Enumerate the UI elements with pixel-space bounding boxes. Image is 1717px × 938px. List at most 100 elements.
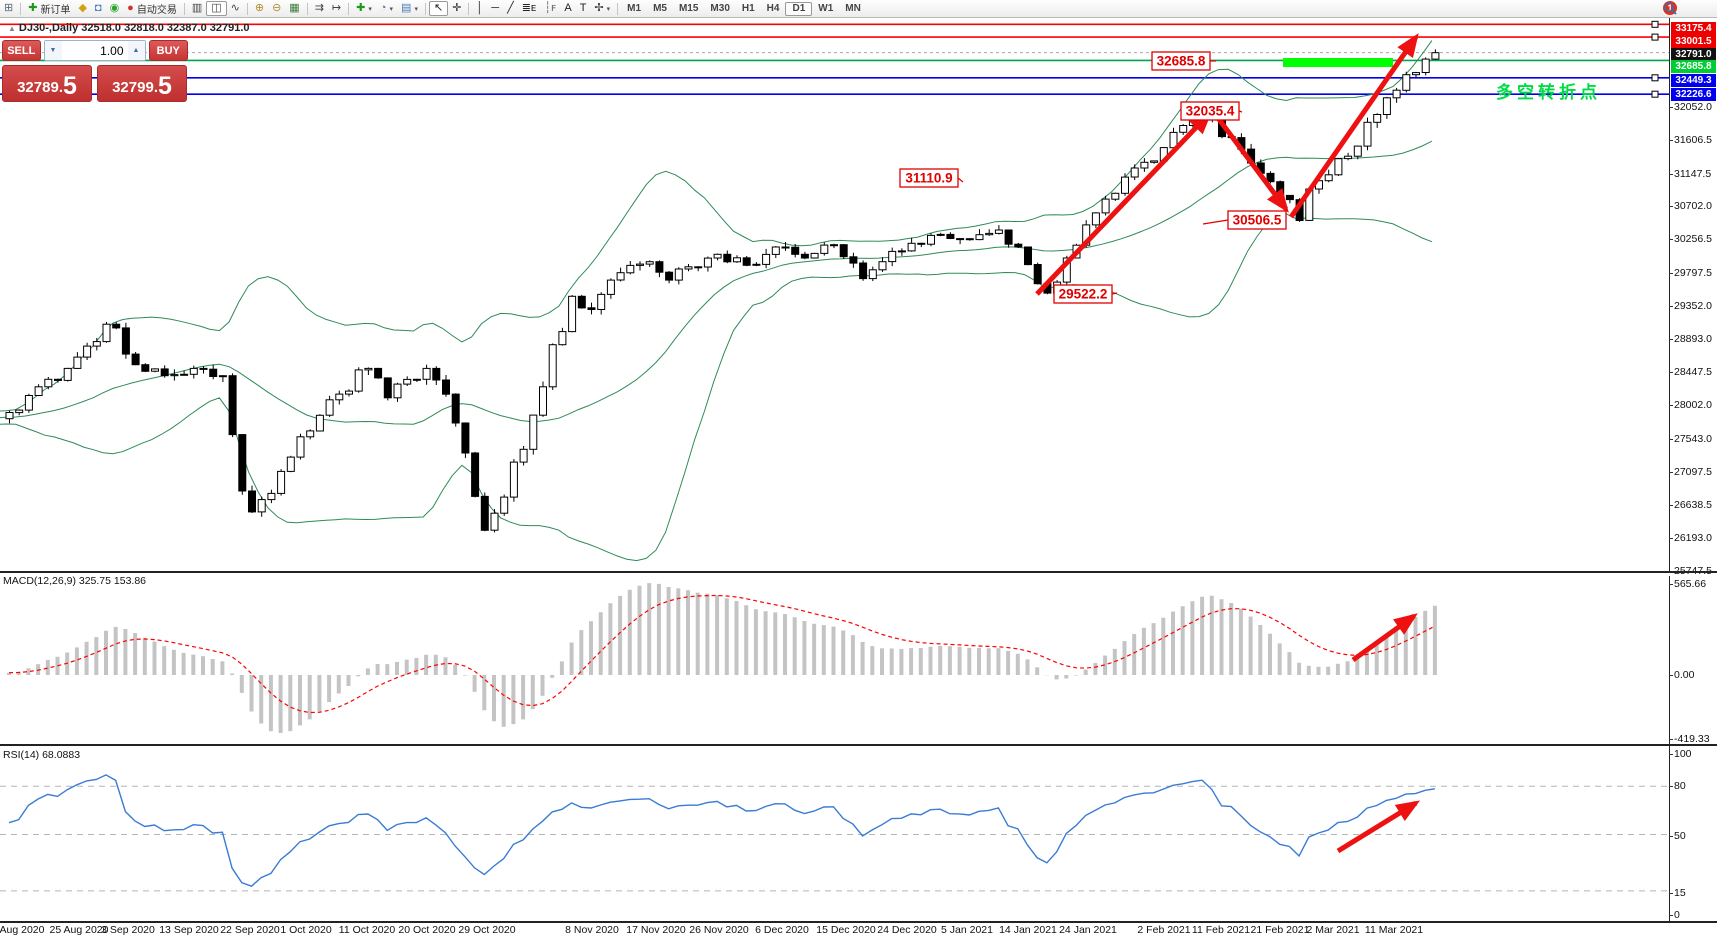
templates-button-caret[interactable]: ▾ [414,5,418,13]
timeframe-button-d1[interactable]: D1 [785,1,813,16]
date-tick: 25 Aug 2020 [49,924,109,936]
macd-axis[interactable]: 565.66 0.00 -419.33 [1668,576,1717,745]
arrows-icon-caret[interactable]: ▾ [606,5,611,13]
text-label-icon: T [579,2,587,14]
candlestick-chart-icon[interactable]: ◫ [206,1,227,16]
fibonacci-icon[interactable]: ≣ᴇ [518,1,541,16]
buy-price-dot: . [153,79,158,96]
swing-down-arrow[interactable] [1209,108,1289,213]
tile-windows-icon[interactable]: ▦ [285,1,303,16]
volume-input[interactable] [61,41,128,60]
price-annotation[interactable]: 29522.2 [1053,284,1118,304]
rsi-trend-arrow[interactable] [1336,800,1421,854]
zoom-out-icon[interactable]: ⊖ [268,1,285,16]
price-annotation[interactable]: 32685.8 [1151,51,1216,71]
price-annotation[interactable]: 32035.4 [1180,101,1243,121]
bar-chart-icon: ▥ [191,2,203,14]
timeframe-button-h1[interactable]: H1 [741,3,755,14]
one-click-trade-panel: SELL ▼ ▲ BUY 32789.5 32799.5 [2,40,188,102]
price-tick: 28893.0 [1669,333,1712,345]
svg-text:30506.5: 30506.5 [1233,213,1282,228]
auto-trading-button-label: 自动交易 [136,5,177,16]
new-order-button-label: 新订单 [40,5,71,16]
timeframe-button-mn[interactable]: MN [845,3,861,14]
timeframe-button-w1[interactable]: W1 [818,3,834,14]
swing-up-arrow[interactable] [1035,110,1213,296]
funds-icon[interactable]: ◆ [74,1,90,16]
price-tick: 31147.5 [1668,168,1712,180]
periods-button-caret[interactable]: ▾ [389,5,394,13]
timeframe-button-m5[interactable]: M5 [653,3,667,14]
bb-middle [0,140,1433,425]
indicators-button[interactable]: ✚ ▾ [352,1,376,16]
price-tick: 26638.5 [1669,499,1712,511]
auto-scroll-icon[interactable]: ⇉ [311,1,328,16]
svg-text:32035.4: 32035.4 [1186,104,1235,119]
periods-button[interactable]: ◔ ▾ [376,1,397,16]
timeframe-button-m30[interactable]: M30 [710,3,730,14]
community-icon[interactable]: ◘ [91,1,106,16]
bb-upper [0,40,1433,412]
volume-increase-button[interactable]: ▲ [127,41,145,60]
panel-divider-macd[interactable] [0,571,1717,573]
price-tag-33001.5: 33001.5 [1671,35,1716,48]
price-tick: 32052.0 [1669,101,1712,113]
price-tick: 27543.0 [1669,433,1712,445]
buy-price-display[interactable]: 32799. 5 [97,65,187,102]
sell-price-display[interactable]: 32789. 5 [2,65,92,102]
crosshair-icon: ✛ [452,2,462,14]
text-label-icon[interactable]: T [576,1,591,16]
macd-tick: -419.33 [1669,733,1710,745]
line-handle[interactable] [1651,74,1659,82]
horizontal-level-lines[interactable] [0,23,1669,95]
bar-chart-icon[interactable]: ▥ [188,1,206,16]
rsi-label: RSI(14) 68.0883 [3,749,81,761]
cursor-icon[interactable]: ↖ [428,1,449,16]
price-annotation[interactable]: 31110.9 [899,168,964,188]
sell-price-frac: 5 [62,72,77,100]
chart-shift-icon[interactable]: ↦ [328,1,345,16]
line-handle[interactable] [1651,20,1659,28]
indicators-button-caret[interactable]: ▾ [368,5,372,13]
auto-trading-button[interactable]: ● 自动交易 [123,1,181,17]
horizontal-line-icon[interactable]: ─ [487,1,503,16]
line-chart-icon: ∿ [230,2,240,14]
line-handle[interactable] [1651,90,1659,98]
timeframe-button-m15[interactable]: M15 [678,3,699,14]
text-icon[interactable]: A [560,1,575,16]
templates-button[interactable]: ▤ ▾ [397,1,422,16]
line-handle[interactable] [1651,33,1659,41]
timeframe-button-h4[interactable]: H4 [766,3,780,14]
rsi-line [8,774,1436,887]
date-tick: 11 Mar 2021 [1364,924,1424,936]
sell-button[interactable]: SELL [2,40,41,61]
price-annotation[interactable]: 30506.5 [1202,210,1287,230]
crosshair-icon[interactable]: ✛ [448,1,465,16]
date-tick: 29 Oct 2020 [458,924,516,936]
price-tick: 30702.0 [1669,200,1712,212]
chart-title: ▲ DJ30-,Daily 32518.0 32818.0 32387.0 327… [8,22,250,34]
rsi-axis[interactable]: 100 80 50 15 0 [1669,746,1717,921]
price-tag-32685.8: 32685.8 [1671,60,1716,73]
arrows-icon[interactable]: ✢ ▾ [590,1,614,16]
date-tick: 8 Nov 2020 [565,924,619,936]
panel-divider-rsi[interactable] [0,744,1717,746]
vertical-line-icon[interactable]: │ [472,1,487,16]
buy-button[interactable]: BUY [148,40,188,61]
new-order-button[interactable]: ✚ 新订单 [24,1,74,17]
signals-icon[interactable]: ◉ [106,1,124,16]
timeframe-button-m1[interactable]: M1 [627,3,642,14]
search-icon[interactable] [1663,1,1677,15]
trendline-icon[interactable]: ╱ [503,1,518,16]
price-axis[interactable]: 32052.0 31606.5 31147.5 30702.0 30256.5 29797… [1668,18,1717,577]
macd-trend-arrow[interactable] [1351,613,1418,663]
fibo-fan-icon[interactable]: ┆ꜰ [540,1,560,16]
line-chart-icon[interactable]: ∿ [227,1,244,16]
green-highlight-bar[interactable] [1283,58,1393,67]
data-window-icon[interactable]: ⊞ [0,1,17,16]
breakout-arrow[interactable] [1288,33,1419,219]
zoom-in-icon[interactable]: ⊕ [251,1,268,16]
date-tick: 2 Feb 2021 [1137,924,1191,936]
volume-decrease-button[interactable]: ▼ [44,41,62,60]
